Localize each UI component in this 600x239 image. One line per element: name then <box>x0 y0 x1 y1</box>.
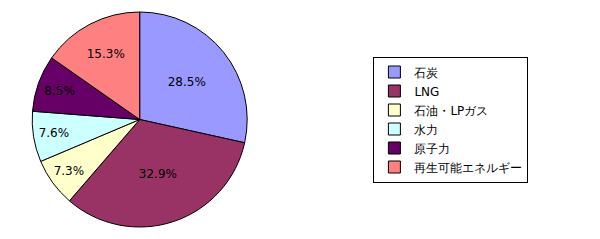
svg-text:28.5%: 28.5% <box>168 75 206 89</box>
svg-text:石炭: 石炭 <box>414 66 438 80</box>
svg-text:LNG: LNG <box>414 85 439 99</box>
svg-text:再生可能エネルギー: 再生可能エネルギー <box>414 161 522 175</box>
svg-text:水力: 水力 <box>414 123 438 137</box>
svg-text:15.3%: 15.3% <box>87 47 125 61</box>
svg-text:7.3%: 7.3% <box>54 164 85 178</box>
svg-text:原子力: 原子力 <box>414 142 450 156</box>
svg-text:32.9%: 32.9% <box>139 167 177 181</box>
svg-text:7.6%: 7.6% <box>39 126 70 140</box>
svg-text:8.5%: 8.5% <box>44 84 75 98</box>
svg-text:石油・LPガス: 石油・LPガス <box>414 104 488 118</box>
